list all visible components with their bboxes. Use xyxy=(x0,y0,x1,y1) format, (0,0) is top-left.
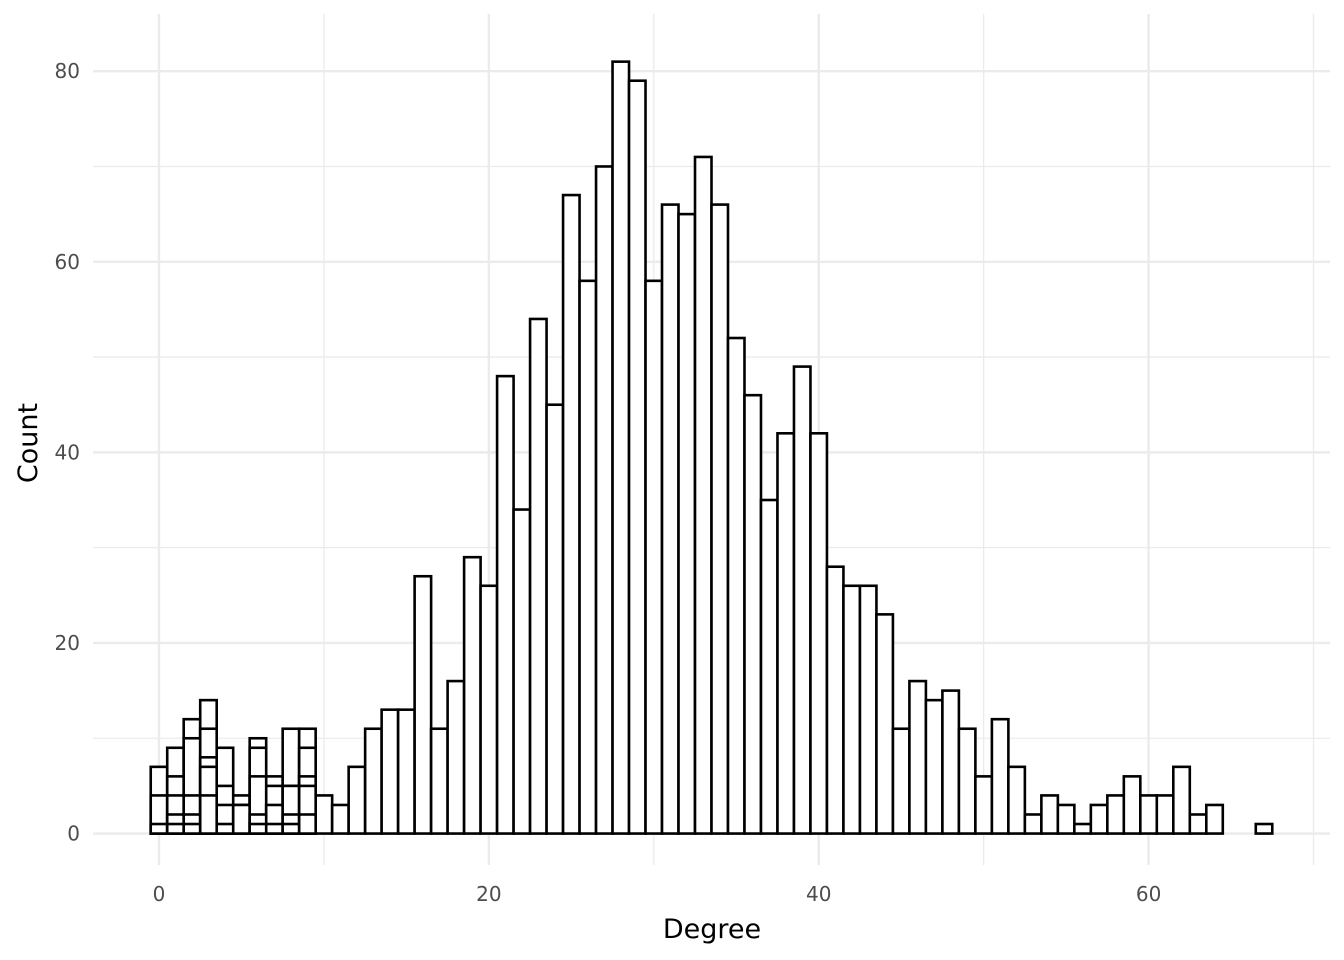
histogram-bar xyxy=(710,203,730,835)
histogram-bar xyxy=(792,365,812,835)
histogram-bar xyxy=(198,794,219,835)
histogram-bar xyxy=(726,336,746,835)
y-tick-label: 20 xyxy=(55,631,80,655)
histogram-bar xyxy=(611,60,631,835)
histogram-bar xyxy=(842,584,862,835)
x-tick-label: 60 xyxy=(1136,882,1161,906)
histogram-bar xyxy=(743,393,763,835)
histogram-bar xyxy=(264,822,284,835)
histogram-bar xyxy=(660,203,680,835)
histogram-bar xyxy=(330,803,350,835)
histogram-bar xyxy=(446,679,466,835)
y-tick-label: 0 xyxy=(67,822,80,846)
histogram-bar xyxy=(990,717,1010,835)
histogram-bar xyxy=(1172,765,1192,835)
x-tick-label: 20 xyxy=(476,882,501,906)
histogram-bar xyxy=(759,498,779,835)
histogram-bar xyxy=(1056,803,1076,835)
histogram-bar xyxy=(1007,765,1027,835)
histogram-bar xyxy=(297,813,317,835)
histogram-bar xyxy=(512,508,532,835)
y-tick-label: 80 xyxy=(55,59,80,83)
y-tick-label: 60 xyxy=(55,250,80,274)
histogram-bar xyxy=(347,765,367,835)
histogram-bar xyxy=(165,822,186,835)
histogram-bar xyxy=(677,212,697,835)
histogram-bar xyxy=(644,279,664,835)
histogram-bar xyxy=(413,574,433,835)
histogram-bar xyxy=(231,803,251,835)
histogram-bar xyxy=(1023,813,1043,835)
histogram-bar xyxy=(908,679,928,835)
histogram-bar xyxy=(314,794,334,835)
histogram-bar xyxy=(363,727,383,835)
histogram-bar xyxy=(479,584,499,835)
histogram-bars xyxy=(149,60,1274,835)
histogram-bar xyxy=(1106,794,1126,835)
histogram-bar xyxy=(1254,822,1274,835)
histogram-bar xyxy=(924,698,944,835)
histogram-bar xyxy=(578,279,598,835)
histogram-bar xyxy=(281,822,301,835)
histogram-bar xyxy=(809,432,829,835)
histogram-bar xyxy=(825,565,845,835)
histogram-bar xyxy=(561,193,581,835)
histogram-bar xyxy=(594,165,614,835)
histogram-bar xyxy=(974,775,994,835)
x-axis-title: Degree xyxy=(663,914,761,945)
histogram-bar xyxy=(380,708,400,835)
histogram-bar xyxy=(545,403,565,835)
histogram-bar xyxy=(215,822,235,835)
y-axis-tick-labels: 0 20 40 60 80 xyxy=(55,59,80,845)
histogram-bar xyxy=(957,727,977,835)
histogram-bar xyxy=(1122,775,1142,835)
histogram-bar xyxy=(776,432,796,835)
x-tick-label: 0 xyxy=(153,882,166,906)
y-axis-title: Count xyxy=(13,403,44,483)
histogram-bar xyxy=(149,822,169,835)
histogram-bar xyxy=(875,613,895,835)
histogram-bar xyxy=(941,689,961,835)
histogram-bar xyxy=(1089,803,1109,835)
x-axis-tick-labels: 0 20 40 60 xyxy=(153,882,1162,906)
histogram-bar xyxy=(248,822,268,835)
y-tick-label: 40 xyxy=(55,440,80,464)
histogram-bar xyxy=(693,155,713,835)
histogram-bar xyxy=(1205,803,1225,835)
histogram-bar xyxy=(429,727,449,835)
histogram-bar xyxy=(1040,794,1060,835)
histogram-bar xyxy=(1155,794,1175,835)
x-tick-label: 40 xyxy=(806,882,831,906)
histogram-bar xyxy=(1073,822,1093,835)
histogram-bar xyxy=(495,374,515,835)
histogram-bar xyxy=(462,555,482,835)
histogram-bar xyxy=(182,822,202,835)
histogram-bar xyxy=(1139,794,1159,835)
histogram-bar xyxy=(627,79,647,835)
histogram-bar xyxy=(396,708,416,835)
histogram-bar xyxy=(891,727,911,835)
histogram-bar xyxy=(528,317,548,835)
histogram-bar xyxy=(1188,813,1208,835)
histogram-bar xyxy=(858,584,878,835)
